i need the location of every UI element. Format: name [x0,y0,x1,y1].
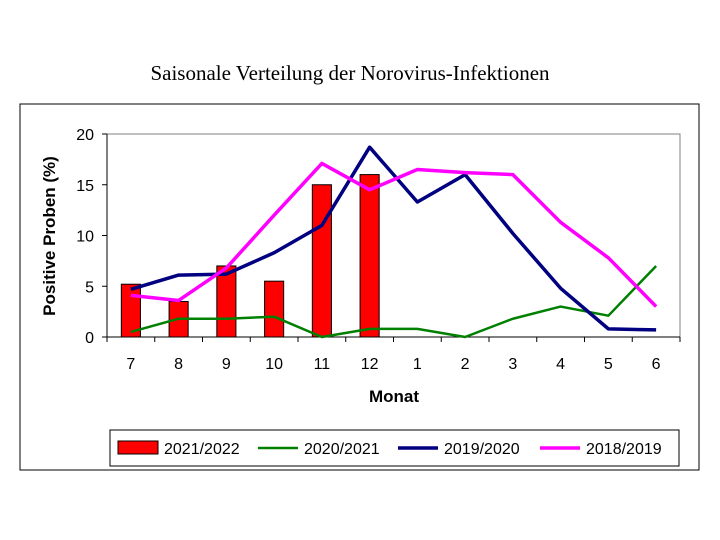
legend: 2021/2022 2020/2021 2019/2020 2018/2019 [117,440,662,458]
x-tick-label: 8 [174,356,183,373]
y-axis-label: Positive Proben (%) [40,156,59,316]
legend-swatch-2021-2022 [117,440,159,455]
y-tick-label: 10 [76,229,94,246]
x-axis-label: Monat [369,387,419,406]
x-tick-label: 10 [265,356,283,373]
bar-2021-2022-12 [359,174,380,338]
legend-label-2021-2022: 2021/2022 [164,441,240,458]
legend-box [109,429,680,467]
x-tick-label: 6 [652,356,661,373]
y-tick-label: 0 [85,330,94,347]
x-tick-label: 1 [413,356,422,373]
legend-label-2018-2019: 2018/2019 [586,441,662,458]
y-tick-label: 15 [76,178,94,195]
x-tick-label: 4 [556,356,565,373]
y-tick-label: 5 [85,279,94,296]
line-2018-2019 [130,161,658,308]
x-tick-label: 5 [604,356,613,373]
x-tick-label: 9 [222,356,231,373]
bar-2021-2022-9 [216,265,237,338]
plot-area [106,133,681,338]
x-ticks: 7 8 9 10 11 12 1 2 3 4 5 6 [106,337,681,373]
legend-label-2020-2021: 2020/2021 [304,441,380,458]
line-2020-2021 [130,265,658,339]
x-tick-label: 11 [314,356,331,373]
y-tick-label: 20 [76,127,94,144]
x-tick-label: 12 [361,356,379,373]
line-series [130,145,658,339]
y-ticks: 0 5 10 15 20 [76,127,107,347]
chart-title: Saisonale Verteilung der Norovirus-Infek… [150,61,550,85]
bar-2021-2022-10 [264,280,285,338]
x-tick-label: 3 [508,356,517,373]
x-tick-label: 7 [126,356,135,373]
bar-2021-2022-11 [311,184,332,338]
legend-label-2019-2020: 2019/2020 [444,441,520,458]
x-tick-label: 2 [461,356,470,373]
